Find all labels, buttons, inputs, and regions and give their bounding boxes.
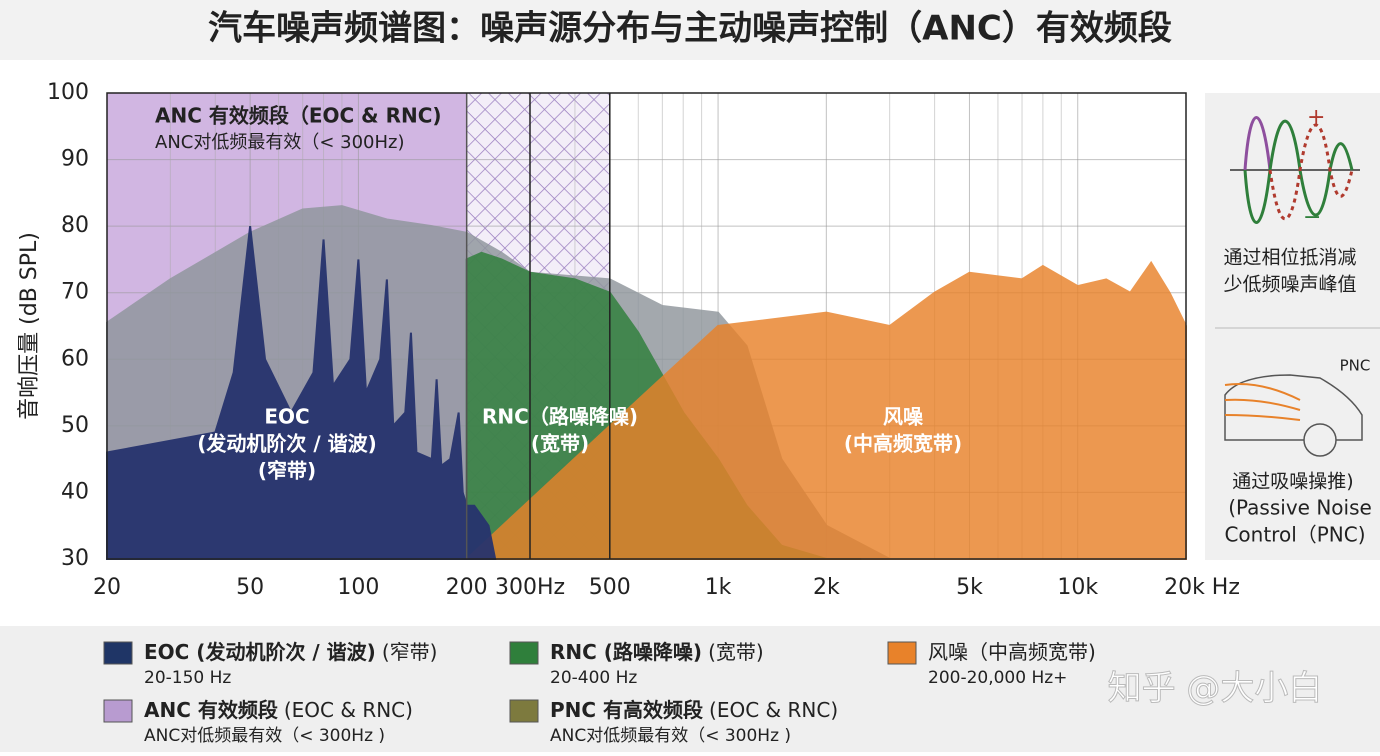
pnc-label: PNC	[1340, 357, 1371, 375]
x-tick-label: 5k	[956, 575, 983, 600]
y-tick-label: 70	[61, 280, 89, 305]
annotation: (窄带)	[258, 459, 316, 483]
x-tick-label: 50	[236, 575, 264, 600]
minus: −	[1303, 205, 1321, 230]
wave-icon	[1215, 116, 1380, 457]
band-title: ANC 有效频段（EOC & RNC)	[155, 104, 442, 128]
legend-name: 风噪（中高频宽带)	[928, 640, 1096, 664]
band-note: ANC对低频最有效（< 300Hz)	[155, 132, 405, 153]
side-panel	[1205, 93, 1380, 560]
legend-label: ANC 有效频段 (EOC & RNC)	[144, 698, 413, 722]
side-text: 通过吸噪操推)	[1232, 471, 1353, 493]
x-tick-label: 500	[589, 575, 631, 600]
legend-sub: 200-20,000 Hz+	[928, 668, 1067, 688]
plot: 30 40 50 60 70 80 90 100 20 50 100 200 300Hz 500 1k 2k 5…	[47, 80, 1240, 600]
legend-desc: (EOC & RNC)	[284, 698, 413, 722]
legend-desc: (窄带)	[382, 640, 438, 664]
side-text: (Passive Noise	[1228, 496, 1372, 520]
legend-swatch	[509, 699, 539, 723]
legend-swatch	[509, 641, 539, 665]
side-text: 通过相位抵消减	[1223, 247, 1356, 269]
annotation: 风噪	[883, 405, 924, 429]
y-tick-label: 60	[61, 346, 89, 371]
y-tick-label: 30	[61, 546, 89, 571]
x-tick-label: 300Hz	[495, 575, 565, 600]
x-tick-label: 10k	[1057, 575, 1098, 600]
x-tick-label: 1k	[705, 575, 732, 600]
y-tick-label: 90	[61, 147, 89, 172]
legend-swatch	[103, 641, 133, 665]
x-tick-label: 200	[446, 575, 488, 600]
frame	[106, 92, 1187, 560]
annotation: (发动机阶次 / 谐波)	[197, 432, 377, 456]
x-tick-label: 2k	[813, 575, 840, 600]
y-axis-label: 音响压量 (dB SPL)	[17, 232, 42, 420]
title-bg	[0, 0, 1380, 60]
annotation: EOC	[264, 405, 309, 429]
legend-sub: 20-400 Hz	[550, 668, 637, 688]
legend-sub: ANC对低频最有效（< 300Hz )	[144, 726, 385, 746]
x-tick-label: 20k Hz	[1164, 575, 1240, 600]
x-tick-label: 100	[337, 575, 379, 600]
legend-label: PNC 有高效频段 (EOC & RNC)	[550, 698, 838, 722]
legend-name: ANC 有效频段	[144, 698, 278, 722]
watermark: 知乎 @大小白	[1108, 669, 1323, 709]
y-tick-label: 100	[47, 80, 89, 105]
legend-desc: (宽带)	[708, 640, 764, 664]
legend-name: PNC 有高效频段	[550, 698, 703, 722]
y-tick-label: 40	[61, 479, 89, 504]
x-tick-label: 20	[93, 575, 121, 600]
chart-title: 汽车噪声频谱图：噪声源分布与主动噪声控制（ANC）有效频段	[208, 9, 1172, 49]
y-tick-label: 80	[61, 213, 89, 238]
legend-label: 风噪（中高频宽带)	[928, 640, 1096, 664]
annotation: (宽带)	[531, 432, 589, 456]
area	[106, 226, 497, 560]
legend-label: RNC (路噪降噪) (宽带)	[550, 640, 764, 664]
y-tick-label: 50	[61, 413, 89, 438]
annotation: RNC（路噪降噪)	[482, 405, 638, 429]
area	[464, 260, 1187, 560]
plus: +	[1307, 105, 1325, 130]
legend-sub: ANC对低频最有效（< 300Hz )	[550, 726, 791, 746]
side-text: 少低频噪声峰值	[1223, 274, 1356, 296]
annotation: (中高频宽带)	[844, 432, 962, 456]
legend-swatch	[103, 699, 133, 723]
legend-sub: 20-150 Hz	[144, 668, 231, 688]
legend-label: EOC (发动机阶次 / 谐波) (窄带)	[144, 640, 437, 664]
legend-bg	[0, 626, 1380, 752]
legend-name: RNC (路噪降噪)	[550, 640, 702, 664]
legend-name: EOC (发动机阶次 / 谐波)	[144, 640, 376, 664]
legend-swatch	[887, 641, 917, 665]
legend-desc: (EOC & RNC)	[709, 698, 838, 722]
side-text: Control（PNC)	[1224, 523, 1365, 547]
